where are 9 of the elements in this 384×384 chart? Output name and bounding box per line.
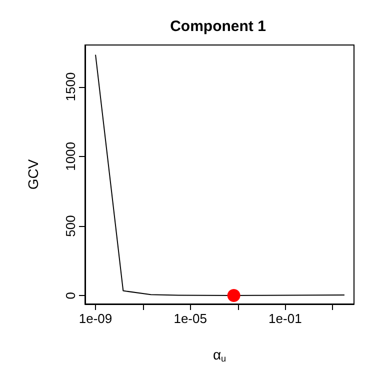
y-tick-label: 1000 [63, 142, 78, 171]
y-tick-label: 0 [63, 292, 78, 300]
y-tick-label: 500 [63, 215, 78, 237]
y-axis-title: GCV [25, 158, 41, 190]
x-tick-label: 1e-09 [78, 311, 112, 326]
x-tick-label: 1e-01 [268, 311, 302, 326]
x-tick-label: 1e-05 [174, 311, 207, 326]
chart-title: Component 1 [170, 18, 266, 35]
y-tick-label: 1500 [63, 72, 78, 102]
